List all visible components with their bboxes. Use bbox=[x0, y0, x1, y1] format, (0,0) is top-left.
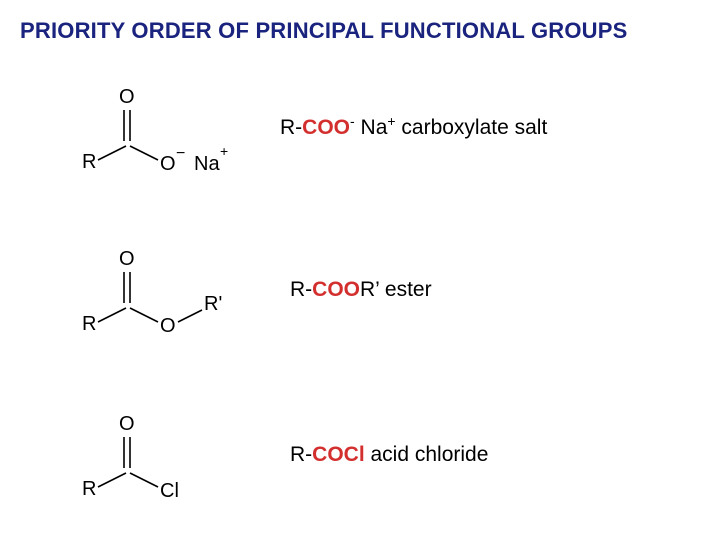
formula-mid: R’ bbox=[360, 278, 379, 301]
formula-red: COCl bbox=[312, 443, 365, 466]
atom-cl: Cl bbox=[160, 480, 179, 502]
atom-r: R bbox=[82, 478, 96, 500]
formula-red: COO bbox=[302, 116, 350, 139]
formula-prefix: R- bbox=[290, 443, 312, 466]
page-title: PRIORITY ORDER OF PRINCIPAL FUNCTIONAL G… bbox=[20, 18, 628, 44]
atom-na: Na bbox=[194, 153, 220, 175]
atom-o-right: O bbox=[160, 315, 176, 337]
na-plus: + bbox=[220, 143, 228, 159]
row-acid-chloride: R O Cl R-COCl acid chloride bbox=[60, 395, 488, 515]
formula-mid: Na bbox=[355, 116, 388, 139]
formula-suffix: carboxylate salt bbox=[396, 116, 548, 139]
label-ester: R-COOR’ ester bbox=[290, 278, 432, 302]
structure-acid-chloride: R O Cl bbox=[60, 395, 240, 515]
label-carboxylate: R-COO- Na+ carboxylate salt bbox=[280, 116, 547, 140]
formula-suffix: acid chloride bbox=[365, 443, 489, 466]
atom-r: R bbox=[82, 151, 96, 173]
atom-o-right: O bbox=[160, 153, 176, 175]
atom-o-top: O bbox=[119, 86, 135, 108]
structure-ester: R O O R' bbox=[60, 230, 240, 350]
atom-r: R bbox=[82, 313, 96, 335]
o-minus: − bbox=[176, 145, 185, 162]
row-ester: R O O R' R-COOR’ ester bbox=[60, 230, 432, 350]
label-acid-chloride: R-COCl acid chloride bbox=[290, 443, 488, 467]
row-carboxylate: R O O − Na + R-COO- Na+ carboxylate salt bbox=[60, 68, 547, 188]
atom-o-top: O bbox=[119, 413, 135, 435]
atom-o-top: O bbox=[119, 248, 135, 270]
formula-suffix: ester bbox=[379, 278, 432, 301]
structure-carboxylate: R O O − Na + bbox=[60, 68, 240, 188]
formula-sup2: + bbox=[387, 113, 395, 129]
formula-red: COO bbox=[312, 278, 360, 301]
formula-prefix: R- bbox=[280, 116, 302, 139]
formula-prefix: R- bbox=[290, 278, 312, 301]
atom-rprime: R' bbox=[204, 293, 222, 315]
